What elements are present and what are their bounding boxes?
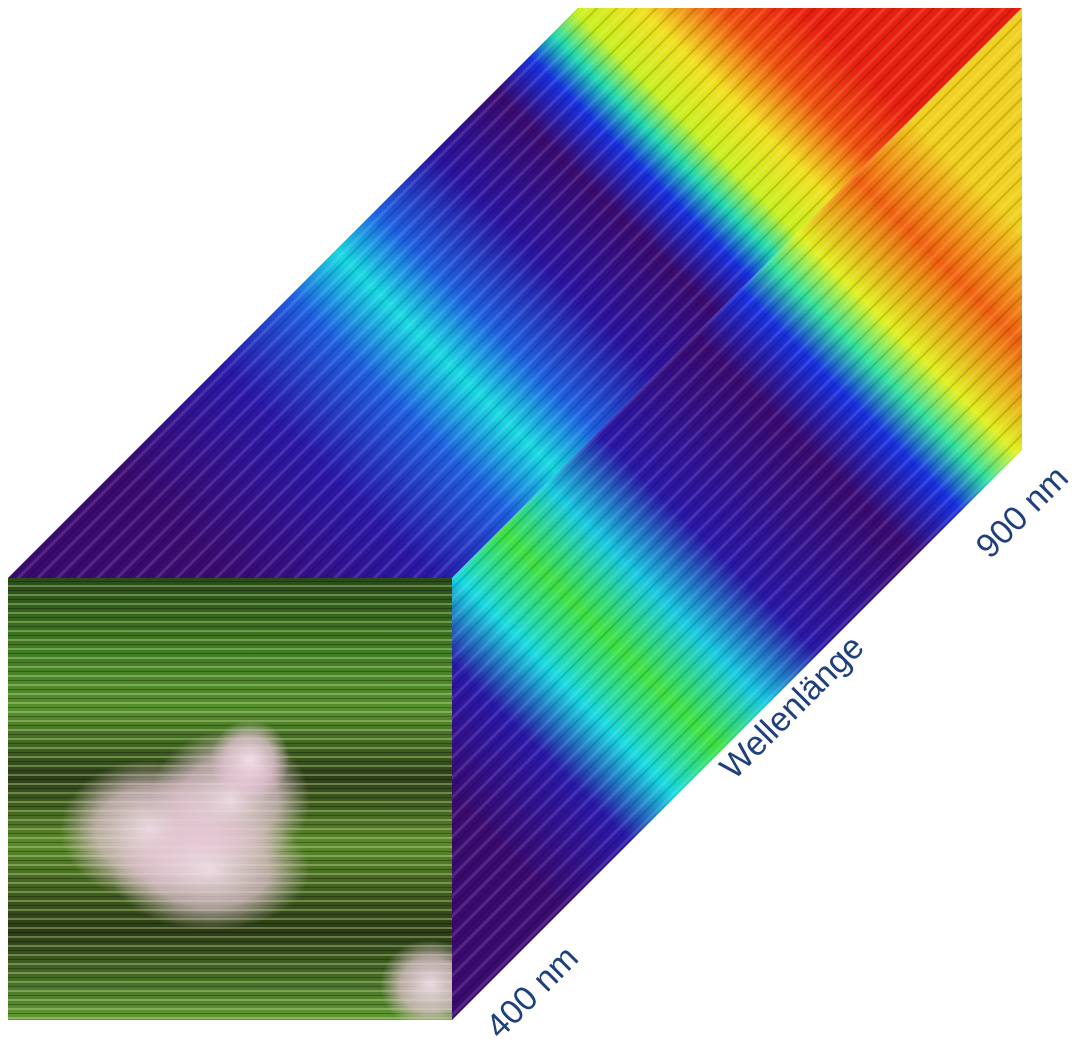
hyperspectral-cube: 400 nm Wellenlänge 900 nm	[0, 0, 1088, 1056]
field-image	[8, 578, 480, 1030]
page: 400 nm Wellenlänge 900 nm (() => { const…	[0, 0, 1088, 1056]
